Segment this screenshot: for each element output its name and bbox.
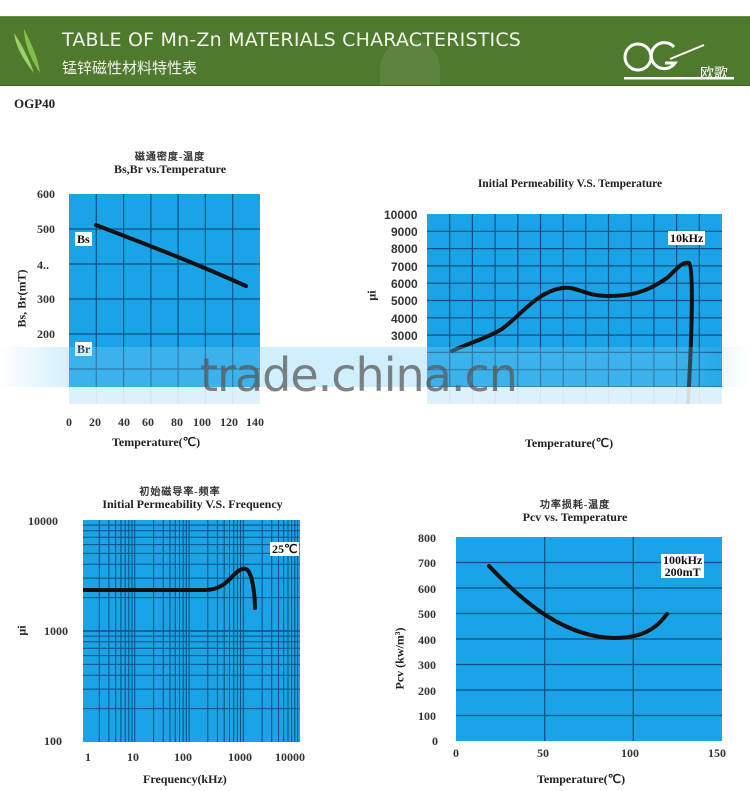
plot-area: 25℃	[83, 520, 300, 742]
y-tick: 5000	[391, 294, 418, 308]
chart-title: Pcv vs. Temperature	[522, 510, 628, 524]
x-tick: 150	[708, 746, 726, 760]
x-tick: 40	[118, 415, 130, 429]
y-axis-label: μi	[14, 625, 29, 636]
x-tick: 1	[85, 750, 91, 764]
y-tick: 10000	[384, 208, 418, 222]
y-tick: 100	[418, 709, 436, 723]
y-tick: 8000	[391, 242, 418, 256]
y-tick: 4000	[391, 312, 418, 326]
plot-area: Bs Br	[69, 194, 260, 404]
permeability-curve	[450, 260, 694, 404]
x-tick: 10000	[275, 750, 305, 764]
logo-text-cn: 欧歌	[700, 67, 728, 82]
condition-annotation: 100kHz 200mT	[661, 553, 705, 579]
y-tick: 200	[37, 327, 55, 341]
x-tick: 120	[220, 415, 238, 429]
og-logo	[623, 41, 734, 80]
y-tick: 6000	[391, 277, 418, 291]
chart-title-cn: 功率损耗-温度	[539, 500, 611, 511]
y-tick: 10000	[28, 514, 58, 528]
y-tick: 1000	[44, 624, 68, 638]
header-banner: TABLE OF Mn-Zn MATERIALS CHARACTERISTICS…	[0, 16, 750, 86]
y-tick: 700	[418, 556, 436, 570]
y-tick: 3000	[391, 329, 418, 343]
x-tick: 60	[142, 415, 154, 429]
chart-title: Bs,Br vs.Temperature	[113, 162, 227, 176]
model-label: OGP40	[14, 96, 56, 111]
y-tick: 7000	[391, 260, 418, 274]
watermark-text: trade.china.cn	[200, 348, 518, 402]
y-tick: 300	[418, 658, 436, 672]
plot-grid	[83, 520, 300, 742]
y-tick: 300	[37, 292, 55, 306]
bs-curve	[94, 223, 248, 288]
x-axis-label: Temperature(℃)	[525, 436, 614, 450]
chart-title-cn: 初始磁导率-频率	[139, 487, 221, 498]
frequency-annotation: 10kHz	[668, 231, 706, 245]
x-tick: 50	[537, 746, 549, 760]
chart-title: Initial Permeability V.S. Frequency	[102, 497, 283, 511]
watermark-band	[0, 347, 750, 387]
y-axis-label: μi	[364, 290, 379, 301]
y-tick: 800	[418, 531, 436, 545]
y-tick: 500	[418, 607, 436, 621]
x-tick: 20	[89, 415, 101, 429]
plot-grid	[69, 194, 260, 404]
plot-area: 10kHz	[427, 214, 722, 404]
x-axis-label: Temperature(℃)	[112, 435, 201, 449]
plot-area: 100kHz 200mT	[456, 537, 722, 741]
watermark-wash	[0, 387, 750, 409]
series-label-br: Br	[75, 342, 93, 356]
page-subtitle-cn: 锰锌磁性材料特性表	[62, 59, 198, 77]
y-tick: 0	[432, 734, 438, 748]
y-tick: 100	[44, 734, 62, 748]
x-tick: 100	[621, 746, 639, 760]
x-tick: 140	[246, 415, 264, 429]
bamboo-leaf-icon	[14, 29, 40, 73]
x-tick: 0	[453, 746, 459, 760]
series-label-bs: Bs	[75, 232, 92, 246]
y-tick: 600	[418, 582, 436, 596]
x-tick: 100	[174, 750, 192, 764]
y-tick: 200	[418, 684, 436, 698]
y-tick: 4..	[37, 258, 49, 272]
temperature-annotation: 25℃	[270, 542, 300, 556]
annotation-flux: 200mT	[664, 565, 701, 579]
permeability-frequency-curve	[83, 566, 257, 610]
plot-grid	[427, 214, 722, 404]
y-axis-label: Pcv (kw/m³)	[392, 627, 407, 690]
x-tick: 10	[127, 750, 139, 764]
pcv-curve	[487, 564, 669, 641]
x-tick: 1000	[228, 750, 252, 764]
cloud-decoration	[380, 39, 440, 85]
y-tick: 500	[37, 222, 55, 236]
y-tick: 400	[418, 633, 436, 647]
x-axis-label: Temperature(℃)	[537, 772, 626, 786]
x-tick: 80	[171, 415, 183, 429]
annotation-frequency: 100kHz	[663, 553, 703, 567]
plot-grid	[456, 537, 722, 741]
y-axis-label: Bs, Br(mT)	[14, 269, 29, 328]
x-tick: 0	[66, 415, 72, 429]
page-title: TABLE OF Mn-Zn MATERIALS CHARACTERISTICS	[62, 29, 522, 51]
chart-title: Initial Permeability V.S. Temperature	[477, 178, 663, 190]
y-tick: 9000	[391, 225, 418, 239]
x-axis-label: Frequency(kHz)	[143, 772, 227, 786]
y-tick: 600	[37, 187, 55, 201]
x-tick: 100	[193, 415, 211, 429]
chart-title-cn: 磁通密度-温度	[134, 152, 206, 163]
